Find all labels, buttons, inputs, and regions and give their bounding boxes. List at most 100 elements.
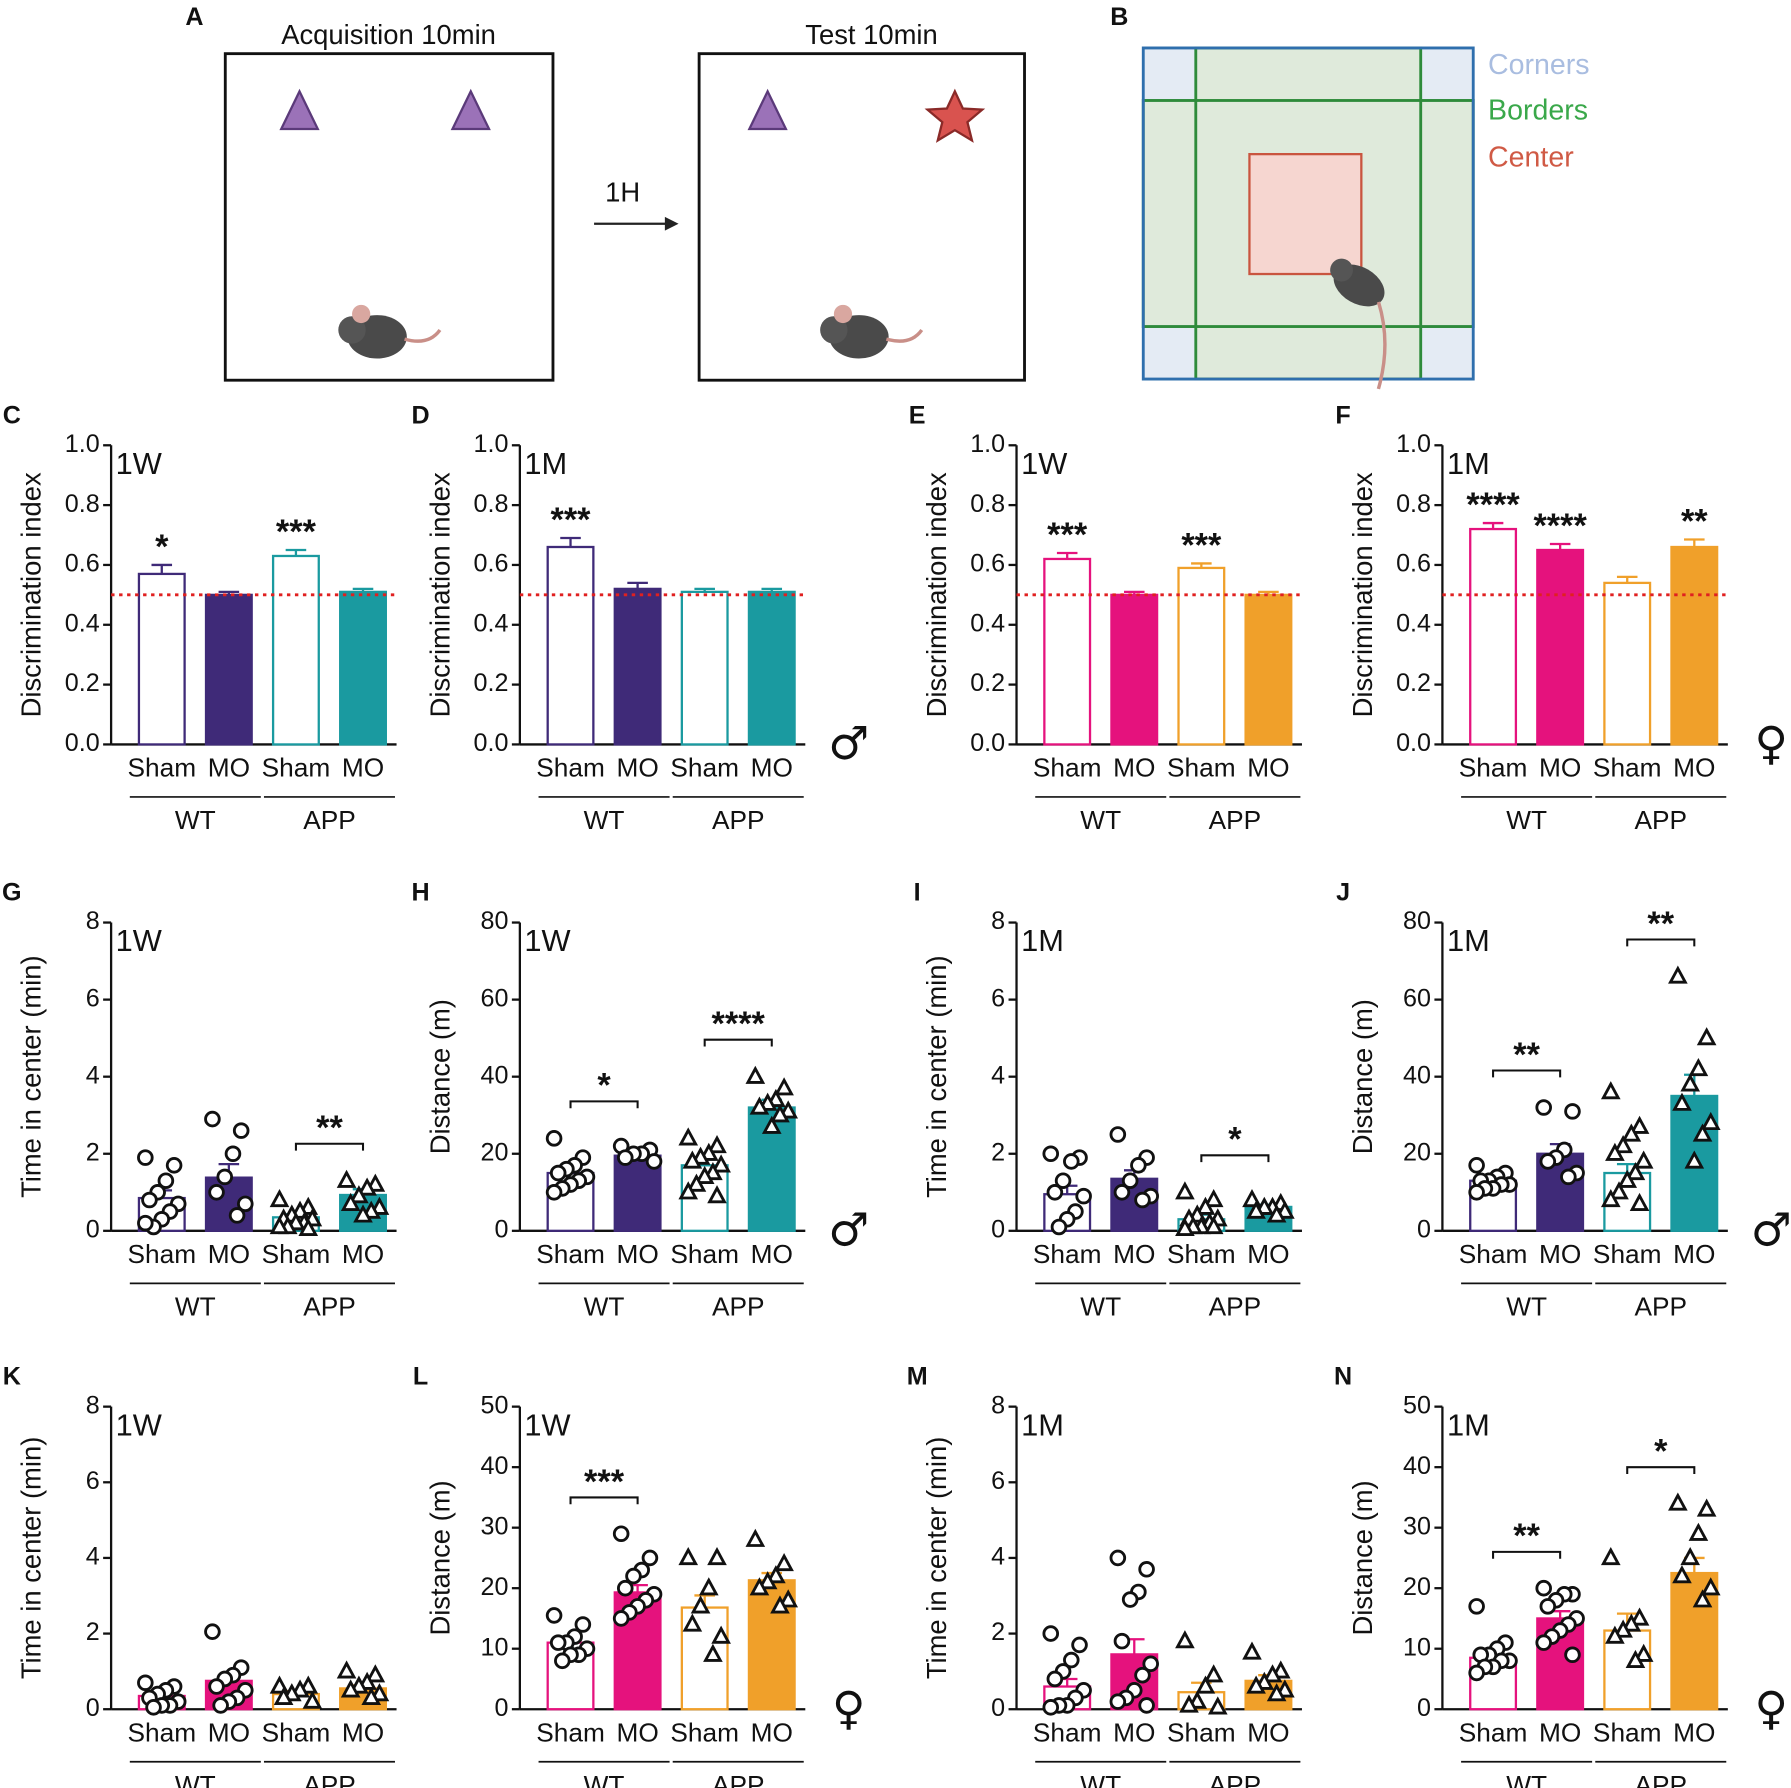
significance: * <box>155 528 169 566</box>
y-tick-label: 0.0 <box>474 729 509 757</box>
y-tick-label: 6 <box>86 984 100 1012</box>
error-bar <box>352 587 374 592</box>
data-point <box>1046 1670 1064 1688</box>
data-point <box>336 1169 357 1188</box>
data-point <box>1605 1625 1625 1644</box>
bar <box>271 554 320 746</box>
x-tick-label: Sham <box>536 752 605 782</box>
data-point <box>1539 1153 1557 1170</box>
data-point <box>157 1172 175 1190</box>
x-tick-label: Sham <box>1167 752 1236 782</box>
data-point <box>682 1150 703 1169</box>
x-tick-label: Sham <box>262 1717 331 1747</box>
data-point <box>349 1185 369 1204</box>
data-point <box>1046 1184 1064 1201</box>
x-tick-label: MO <box>342 752 384 782</box>
significance: *** <box>1181 527 1222 565</box>
bar <box>546 545 595 746</box>
data-point <box>774 1552 794 1572</box>
y-tick-label: 0.0 <box>970 729 1005 757</box>
data-point <box>1609 1181 1629 1200</box>
data-point <box>545 1607 563 1624</box>
data-point <box>1629 1115 1650 1134</box>
y-tick-label: 8 <box>86 907 100 935</box>
data-point <box>1625 1649 1646 1668</box>
data-point <box>711 1625 731 1644</box>
data-point <box>616 1579 634 1597</box>
x-tick-label: Sham <box>670 1239 739 1269</box>
data-point <box>1680 1546 1701 1566</box>
panel-letter: K <box>3 1363 21 1391</box>
y-axis-label: Time in center (min) <box>16 1437 47 1680</box>
data-point <box>1071 1636 1088 1654</box>
data-point <box>1700 1577 1721 1596</box>
data-point <box>554 1652 571 1670</box>
data-point <box>1692 1589 1713 1608</box>
corner <box>1419 325 1475 381</box>
y-tick-label: 10 <box>1403 1633 1431 1661</box>
data-point <box>1175 1630 1195 1649</box>
data-point <box>1042 1145 1060 1163</box>
x-tick-label: Sham <box>1167 1239 1236 1269</box>
y-tick-label: 0.0 <box>1396 729 1431 757</box>
x-tick-label: MO <box>208 1239 250 1269</box>
data-point <box>1109 1126 1127 1143</box>
data-point <box>137 1214 154 1232</box>
panel-letter: J <box>1336 879 1350 907</box>
sex-symbol: ♀ <box>1755 1682 1788 1735</box>
data-point <box>1564 1646 1581 1664</box>
bar <box>1043 557 1092 746</box>
group-label: WT <box>175 1770 216 1788</box>
error-bar <box>1258 590 1279 595</box>
zone-label: Center <box>1488 141 1574 173</box>
data-point <box>1613 1619 1633 1638</box>
group-label: WT <box>584 1291 625 1321</box>
x-tick-label: Sham <box>127 1717 196 1747</box>
x-tick-label: MO <box>1113 1239 1155 1269</box>
data-point <box>549 1164 567 1182</box>
condition-label: 1M <box>1021 1407 1064 1442</box>
panel-letter: F <box>1335 401 1350 429</box>
bar <box>339 590 387 746</box>
panel-letter: B <box>1110 3 1128 31</box>
group-label: WT <box>1080 1770 1121 1788</box>
group-label: WT <box>1506 805 1547 835</box>
data-point <box>1203 1189 1224 1208</box>
bar <box>1110 593 1159 746</box>
zone-label: Borders <box>1488 94 1588 126</box>
box-title: Acquisition 10min <box>281 19 496 50</box>
x-tick-label: Sham <box>1033 1239 1102 1269</box>
data-point <box>1246 1675 1266 1694</box>
data-point <box>770 1595 790 1614</box>
data-point <box>745 1528 766 1547</box>
bracket <box>1626 1466 1696 1475</box>
bracket <box>703 1038 773 1047</box>
x-tick-label: Sham <box>1033 1717 1102 1747</box>
y-tick-label: 80 <box>481 907 509 935</box>
data-point <box>1179 1694 1199 1713</box>
group-label: APP <box>712 805 765 835</box>
significance: ** <box>1513 1036 1540 1074</box>
data-point <box>1468 1598 1485 1615</box>
x-tick-label: Sham <box>1459 1717 1528 1747</box>
x-tick-label: Sham <box>1459 752 1528 782</box>
data-point <box>778 1589 799 1608</box>
y-tick-label: 1.0 <box>65 430 100 458</box>
condition-label: 1W <box>116 1407 162 1442</box>
data-point <box>1042 1699 1060 1716</box>
data-point <box>137 1674 154 1692</box>
x-tick-label: MO <box>1539 752 1581 782</box>
significance: **** <box>1533 507 1587 545</box>
data-point <box>549 1634 567 1651</box>
y-tick-label: 0 <box>86 1215 100 1243</box>
bar <box>1603 581 1652 746</box>
significance: *** <box>1047 516 1088 554</box>
x-tick-label: Sham <box>127 1239 196 1269</box>
data-point <box>1113 1184 1131 1201</box>
panel-letter: G <box>2 879 22 907</box>
data-point <box>612 1525 630 1543</box>
data-point <box>208 1678 225 1695</box>
data-point <box>1668 965 1688 984</box>
y-tick-label: 2 <box>86 1618 100 1646</box>
y-tick-label: 0.4 <box>1396 609 1431 637</box>
